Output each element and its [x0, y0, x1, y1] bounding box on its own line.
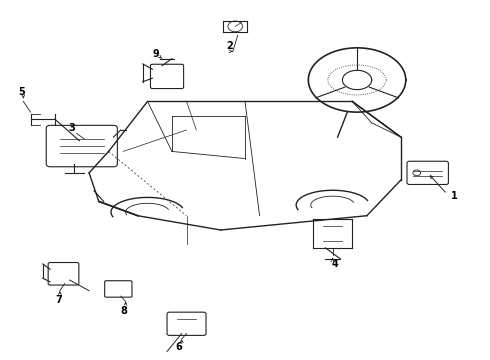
Circle shape: [228, 21, 243, 32]
FancyBboxPatch shape: [46, 125, 117, 167]
Text: 3: 3: [69, 123, 75, 133]
Text: 1: 1: [451, 191, 458, 201]
FancyBboxPatch shape: [167, 312, 206, 336]
Text: 2: 2: [226, 41, 233, 51]
Text: 4: 4: [332, 259, 339, 269]
Circle shape: [413, 170, 420, 176]
FancyBboxPatch shape: [48, 262, 79, 285]
Text: 6: 6: [176, 342, 183, 352]
Text: 8: 8: [121, 306, 127, 316]
FancyBboxPatch shape: [150, 64, 184, 89]
FancyBboxPatch shape: [407, 161, 448, 184]
Text: 9: 9: [153, 49, 160, 59]
FancyBboxPatch shape: [105, 281, 132, 297]
Text: 5: 5: [19, 87, 25, 98]
Text: 7: 7: [55, 296, 62, 305]
